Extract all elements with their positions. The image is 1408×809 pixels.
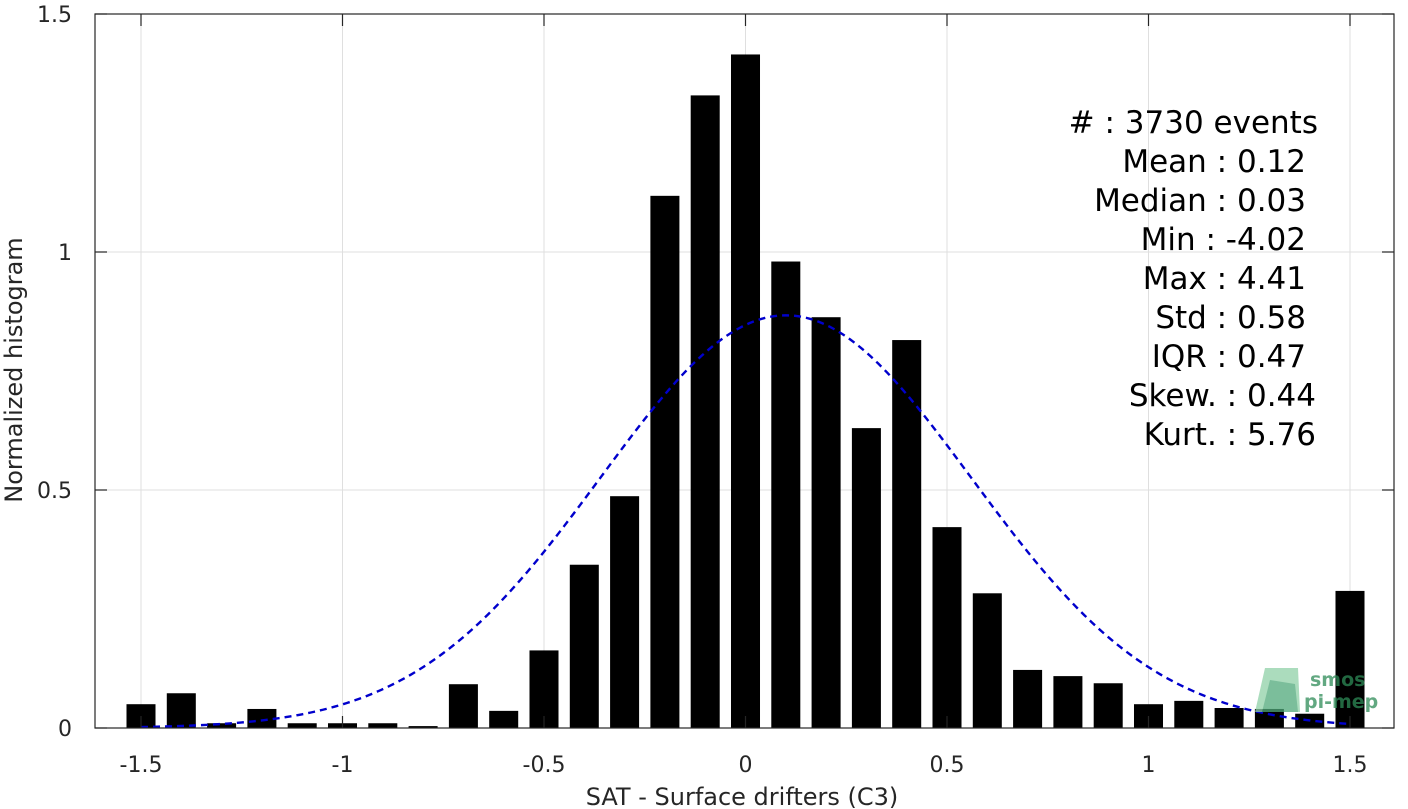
y-tick-label: 1: [58, 241, 72, 266]
plot-frame: [94, 13, 1395, 729]
stats-line: IQR : 0.47: [1152, 339, 1306, 375]
normal-fit-curve: [140, 314, 1351, 729]
smos-pimep-logo: smos pi-mep: [1255, 668, 1378, 713]
stats-line: Skew. : 0.44: [1129, 378, 1316, 414]
stats-line: Mean : 0.12: [1122, 144, 1306, 180]
histogram-bar: [1335, 590, 1365, 728]
histogram-bar: [448, 684, 478, 728]
histogram-bars: [126, 54, 1365, 729]
stats-line: Median : 0.03: [1094, 183, 1306, 219]
x-axis-title: SAT - Surface drifters (C3): [586, 783, 899, 809]
histogram-bar: [650, 195, 680, 728]
histogram-bar: [972, 593, 1002, 728]
stats-line: Min : -4.02: [1141, 222, 1306, 258]
x-tick-label: 1.5: [1333, 753, 1368, 778]
histogram-bar: [408, 726, 438, 728]
x-tick-label: -0.5: [523, 753, 566, 778]
stats-line: Max : 4.41: [1143, 261, 1306, 297]
histogram-bar: [851, 428, 881, 728]
histogram-bar: [771, 261, 801, 728]
logo-text-smos: smos: [1310, 669, 1365, 691]
histogram-bar: [247, 708, 277, 728]
histogram-bar: [368, 723, 398, 728]
histogram-bar: [1093, 683, 1123, 728]
stats-line: # : 3730 events: [1069, 105, 1318, 141]
x-tick-label: -1.5: [120, 753, 163, 778]
y-tick-label: 0: [58, 717, 72, 742]
histogram-bar: [1013, 669, 1043, 728]
stats-line: Kurt. : 5.76: [1144, 417, 1316, 453]
histogram-bar: [730, 54, 761, 728]
y-tick-label: 0.5: [37, 479, 72, 504]
histogram-bar: [207, 723, 237, 728]
histogram-bar: [166, 693, 196, 728]
logo-text-pimep: pi-mep: [1304, 691, 1378, 713]
logo-wave-icon: [1262, 680, 1298, 712]
histogram-bar: [1174, 700, 1204, 728]
x-tick-label: 0.5: [930, 753, 965, 778]
histogram-bar: [610, 496, 640, 728]
x-tick-label: -1: [332, 753, 354, 778]
y-axis-title: Normalized histogram: [0, 237, 28, 502]
histogram-bar: [690, 95, 720, 729]
stats-line: Std : 0.58: [1155, 300, 1306, 336]
histogram-bar: [892, 340, 922, 728]
y-tick-label: 1.5: [37, 3, 72, 28]
histogram-bar: [529, 650, 559, 728]
histogram-bar: [1214, 708, 1244, 728]
tick-labels: -1.5 -1 -0.5 0 0.5 1 1.5 0 0.5 1 1.5: [37, 3, 1368, 778]
histogram-bar: [489, 710, 519, 728]
x-tick-label: 0: [739, 753, 753, 778]
x-tick-label: 1: [1142, 753, 1156, 778]
histogram-bar: [287, 723, 317, 728]
fit-curve-path: [140, 314, 1351, 729]
histogram-bar: [1053, 676, 1083, 728]
histogram-bar: [932, 527, 962, 728]
axes: [94, 13, 1395, 729]
histogram-bar: [811, 317, 841, 728]
histogram-bar: [569, 564, 599, 728]
